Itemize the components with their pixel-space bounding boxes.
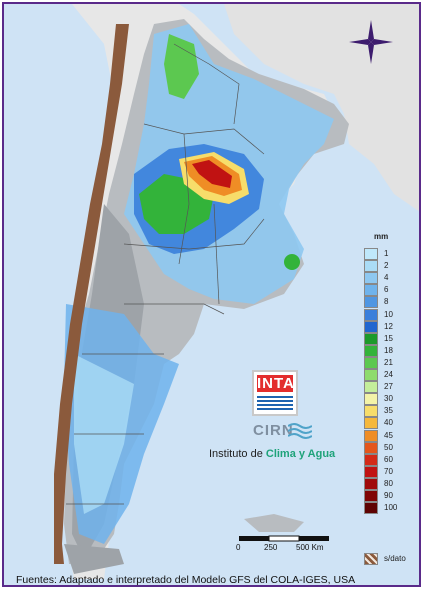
province-borders <box>66 43 265 505</box>
cirn-logo-text: CIRN <box>253 422 294 439</box>
inta-logo-stripes <box>257 396 293 412</box>
tierra-del-fuego <box>64 544 124 574</box>
legend-swatch <box>364 320 378 333</box>
legend-label: 15 <box>384 333 393 343</box>
legend-swatch <box>364 296 378 309</box>
precipitation-map <box>4 4 419 585</box>
nodata-swatch <box>364 553 378 565</box>
scale-label-0: 0 <box>236 543 241 552</box>
legend-label: 60 <box>384 454 393 464</box>
legend-swatch <box>364 417 378 430</box>
legend-swatch <box>364 308 378 321</box>
scale-label-250: 250 <box>264 543 278 552</box>
legend-swatch <box>364 248 378 260</box>
legend-swatch <box>364 356 378 369</box>
legend-swatch <box>364 332 378 345</box>
legend-label: 90 <box>384 491 393 500</box>
legend-swatch <box>364 260 378 273</box>
legend-label: 27 <box>384 382 393 392</box>
precip-north-green <box>164 34 199 99</box>
legend-label: 100 <box>384 503 398 513</box>
institute-name: Instituto de Clima y Agua <box>209 448 335 460</box>
legend-label: 4 <box>384 273 389 283</box>
legend-label: 1 <box>384 249 389 258</box>
compass-rose-icon <box>349 20 393 64</box>
legend-swatch <box>364 344 378 357</box>
institute-accent: Clima y Agua <box>265 448 336 460</box>
legend-label: 40 <box>384 418 393 428</box>
legend-label: 6 <box>384 285 389 295</box>
legend-label: 2 <box>384 261 389 271</box>
nodata-andes <box>54 24 129 564</box>
legend-label: 80 <box>384 478 393 488</box>
legend-label: 12 <box>384 321 393 331</box>
legend-swatch <box>364 490 378 502</box>
precip-east-green <box>284 254 300 270</box>
legend-swatch <box>364 272 378 285</box>
legend-swatch <box>364 393 378 406</box>
legend-swatch <box>364 369 378 381</box>
legend-label: 50 <box>384 442 393 452</box>
legend-swatch <box>364 441 378 454</box>
legend-label: 24 <box>384 370 393 379</box>
legend-swatch <box>364 284 378 297</box>
nodata-label: s/dato <box>384 554 406 563</box>
legend-label: 30 <box>384 394 393 404</box>
legend-label: 18 <box>384 345 393 355</box>
legend-label: 35 <box>384 406 393 416</box>
legend-label: 45 <box>384 430 393 440</box>
legend-unit: mm <box>374 232 389 241</box>
legend-swatch <box>364 465 378 478</box>
scale-bar <box>239 535 329 542</box>
institute-prefix: Instituto de <box>209 448 266 460</box>
legend-swatch <box>364 453 378 466</box>
legend-label: 8 <box>384 297 389 307</box>
map-frame: mm 1 2 4 6 8 10 12 15 18 21 24 27 30 35 40 45 50 60 70 80 90… <box>2 2 421 587</box>
source-footer: Fuentes: Adaptado e interpretado del Mod… <box>16 574 356 586</box>
legend-swatch <box>364 429 378 442</box>
legend-swatch <box>364 502 378 515</box>
legend-swatch <box>364 405 378 418</box>
malvinas <box>244 514 304 532</box>
scale-label-500: 500 Km <box>296 543 324 552</box>
legend-label: 70 <box>384 466 393 476</box>
inta-logo-text: INTA <box>257 375 295 392</box>
legend-label: 10 <box>384 309 393 319</box>
legend-label: 21 <box>384 357 393 367</box>
legend-swatch <box>364 381 378 394</box>
legend-swatch <box>364 477 378 490</box>
inta-logo: INTA <box>252 370 298 416</box>
cirn-waves-icon <box>288 423 312 439</box>
precip-red <box>192 160 232 188</box>
